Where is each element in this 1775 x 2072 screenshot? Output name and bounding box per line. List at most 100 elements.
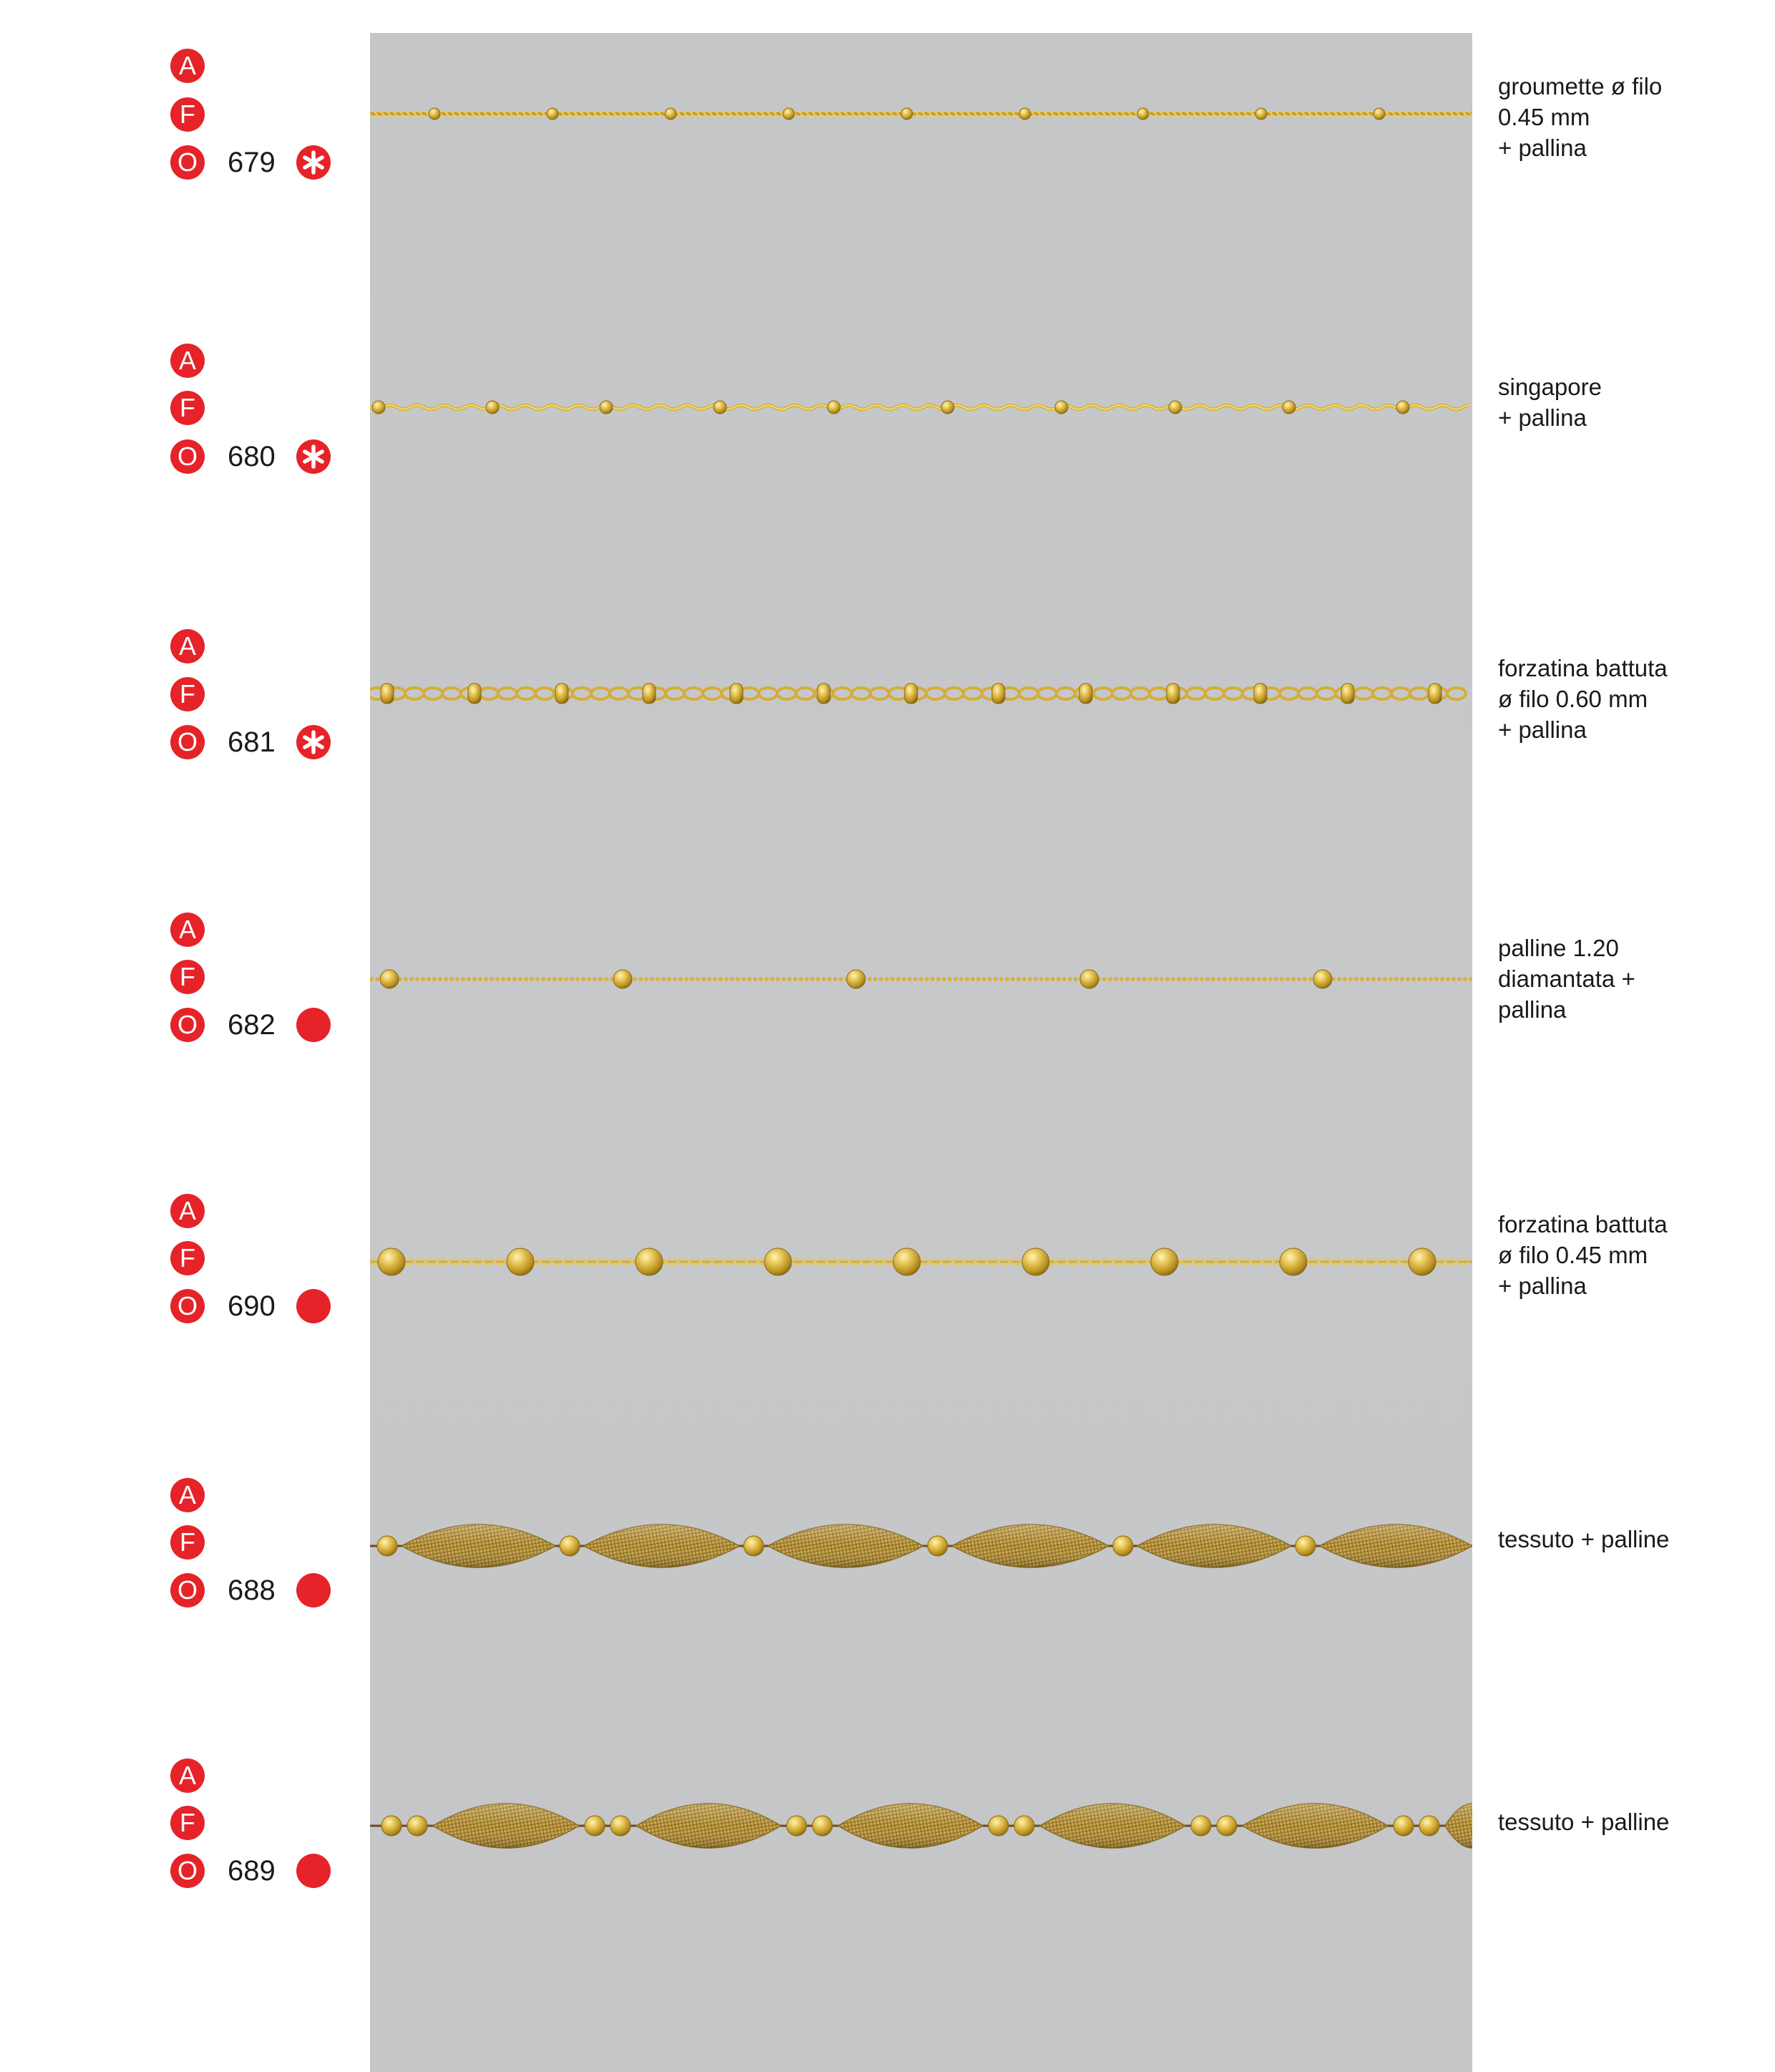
gold-bead bbox=[635, 1247, 663, 1276]
chain-ball bbox=[581, 977, 585, 981]
chain-ball bbox=[759, 977, 763, 981]
chain-ball bbox=[1297, 977, 1301, 981]
gold-bead bbox=[1295, 1535, 1316, 1557]
chain-link bbox=[1148, 686, 1169, 701]
chain-ball bbox=[633, 977, 637, 981]
chain-link bbox=[712, 1258, 724, 1265]
chain-ball bbox=[1371, 977, 1376, 981]
gold-bead bbox=[428, 107, 441, 120]
chain-image-688 bbox=[370, 1524, 1472, 1568]
gold-bead bbox=[1021, 1247, 1050, 1276]
chain-link bbox=[504, 110, 512, 117]
chain-ball bbox=[1217, 977, 1221, 981]
chain-link bbox=[1129, 686, 1151, 701]
chain-link bbox=[401, 110, 409, 117]
gold-bead bbox=[1428, 683, 1442, 704]
alloy-badge-o: O bbox=[170, 1008, 205, 1042]
chain-ball bbox=[1074, 977, 1078, 981]
chain-link bbox=[1103, 110, 1112, 117]
chain-link bbox=[1335, 110, 1343, 117]
gold-bead bbox=[610, 1815, 631, 1837]
chain-ball bbox=[1451, 977, 1456, 981]
product-row-688: A F O 688 tessuto + palline bbox=[0, 0, 1775, 1607]
chain-link bbox=[845, 110, 854, 117]
chain-link bbox=[1187, 110, 1195, 117]
product-code: 689 bbox=[228, 1855, 276, 1887]
gold-bead bbox=[782, 107, 795, 120]
gold-bead bbox=[1393, 1815, 1414, 1837]
chain-link bbox=[1238, 110, 1247, 117]
gold-bead bbox=[904, 683, 918, 704]
chain-ball bbox=[799, 977, 803, 981]
gold-bead bbox=[893, 1247, 921, 1276]
chain-link bbox=[646, 110, 654, 117]
gold-bead bbox=[1137, 107, 1149, 120]
chain-link bbox=[964, 1258, 976, 1265]
chain-ball bbox=[741, 977, 746, 981]
chain-ball bbox=[524, 977, 528, 981]
alloy-badge-a: A bbox=[170, 913, 205, 947]
chain-link bbox=[1277, 110, 1285, 117]
chain-link bbox=[1079, 1258, 1090, 1265]
chain-link bbox=[1376, 1258, 1388, 1265]
chain-link bbox=[439, 110, 448, 117]
chain-link bbox=[735, 1258, 747, 1265]
chain-link bbox=[826, 110, 835, 117]
chain-ball bbox=[1434, 977, 1439, 981]
chain-ball bbox=[1240, 977, 1244, 981]
chain-link bbox=[1064, 110, 1073, 117]
product-description: forzatina battuta ø filo 0.60 mm + palli… bbox=[1498, 653, 1770, 745]
chain-link bbox=[800, 110, 809, 117]
chain-ball bbox=[370, 977, 374, 981]
chain-link bbox=[1032, 110, 1041, 117]
asterisk-icon bbox=[296, 145, 331, 180]
chain-ball bbox=[1251, 977, 1255, 981]
gold-bead bbox=[1018, 107, 1031, 120]
chain-ball bbox=[896, 977, 900, 981]
asterisk-icon bbox=[296, 439, 331, 474]
chain-link bbox=[620, 110, 628, 117]
chain-ball bbox=[713, 977, 717, 981]
chain-ball bbox=[644, 977, 648, 981]
chain-ball bbox=[976, 977, 981, 981]
chain-link bbox=[877, 110, 886, 117]
gold-bead bbox=[371, 400, 386, 414]
chain-link bbox=[497, 686, 518, 701]
chain-link bbox=[613, 110, 622, 117]
chain-ball bbox=[1463, 977, 1467, 981]
chain-image-690 bbox=[370, 1247, 1472, 1276]
chain-ball bbox=[873, 977, 877, 981]
chain-ball bbox=[570, 977, 574, 981]
chain-ball bbox=[1045, 977, 1049, 981]
chain-ball bbox=[988, 977, 992, 981]
chain-link bbox=[1451, 110, 1459, 117]
mesh-shade bbox=[768, 1524, 923, 1567]
alloy-badge-o: O bbox=[170, 1289, 205, 1323]
chain-ball bbox=[512, 977, 517, 981]
chain-link bbox=[1193, 110, 1202, 117]
chain-ball bbox=[1165, 977, 1169, 981]
mesh-shade bbox=[838, 1804, 983, 1848]
chain-ball bbox=[564, 977, 568, 981]
chain-link bbox=[1206, 110, 1215, 117]
description-line: ø filo 0.45 mm bbox=[1498, 1242, 1648, 1268]
gold-bead bbox=[467, 683, 482, 704]
chain-link bbox=[449, 1258, 460, 1265]
chain-link bbox=[792, 1258, 804, 1265]
chain-link bbox=[1296, 110, 1305, 117]
chain-link bbox=[869, 686, 890, 701]
product-description: tessuto + palline bbox=[1498, 1524, 1770, 1555]
chain-ball bbox=[461, 977, 465, 981]
chain-link bbox=[1406, 110, 1414, 117]
chain-ball bbox=[747, 977, 752, 981]
description-line: + pallina bbox=[1498, 404, 1587, 431]
dot-icon bbox=[296, 1289, 331, 1323]
chain-link bbox=[510, 110, 519, 117]
chain-ball bbox=[1039, 977, 1044, 981]
alloy-badge-a: A bbox=[170, 1759, 205, 1793]
gold-bead bbox=[1054, 400, 1069, 414]
chain-ball bbox=[1348, 977, 1353, 981]
chain-ball bbox=[398, 977, 402, 981]
chain-link bbox=[608, 686, 630, 701]
gold-bead bbox=[1396, 400, 1410, 414]
